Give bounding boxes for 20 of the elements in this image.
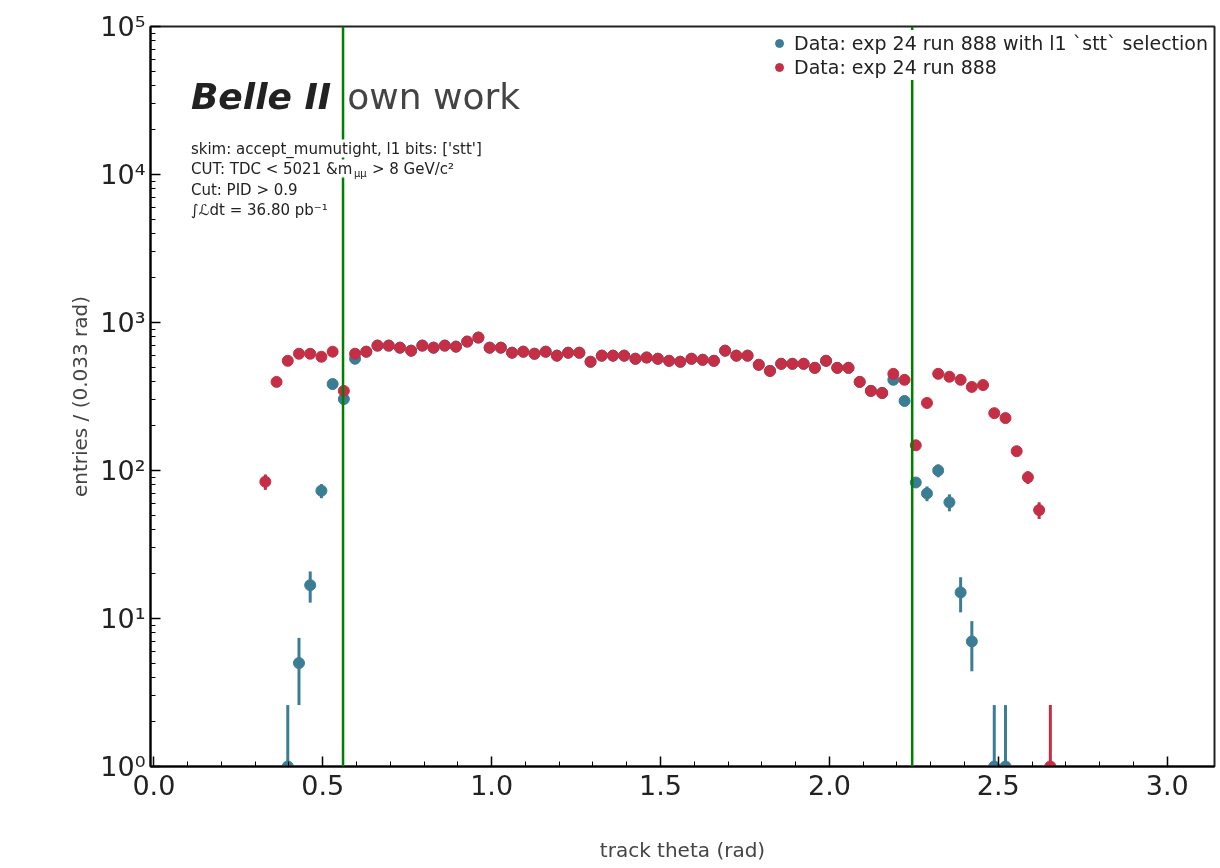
- annotation: own work: [347, 76, 521, 118]
- x-tick-label: 0.5: [301, 769, 345, 801]
- legend-label: Data: exp 24 run 888 with l1 `stt` selection: [794, 32, 1208, 54]
- x-tick-label: 2.0: [807, 769, 851, 801]
- y-tick-label: 10⁴: [100, 159, 146, 190]
- x-axis-title: track theta (rad): [599, 837, 766, 862]
- legend-label: Data: exp 24 run 888: [794, 56, 997, 78]
- x-tick-label: 3.0: [1145, 769, 1189, 801]
- y-tick-label: 10¹: [100, 603, 146, 634]
- x-tick-label: 2.5: [976, 769, 1020, 801]
- y-tick-label: 10⁵: [100, 11, 146, 42]
- y-tick-label: 10³: [100, 307, 146, 338]
- annotation: Cut: PID > 0.9: [190, 181, 298, 200]
- annotation: ∫ℒdt = 36.80 pb⁻¹: [190, 201, 328, 220]
- y-tick-label: 10²: [100, 455, 146, 486]
- y-axis-title: entries / (0.033 rad): [68, 295, 93, 498]
- annotation: Belle II: [190, 76, 332, 118]
- x-tick-label: 1.5: [639, 769, 683, 801]
- x-tick-label: 1.0: [470, 769, 514, 801]
- annotation: skim: accept_mumutight, l1 bits: ['stt']: [190, 139, 482, 159]
